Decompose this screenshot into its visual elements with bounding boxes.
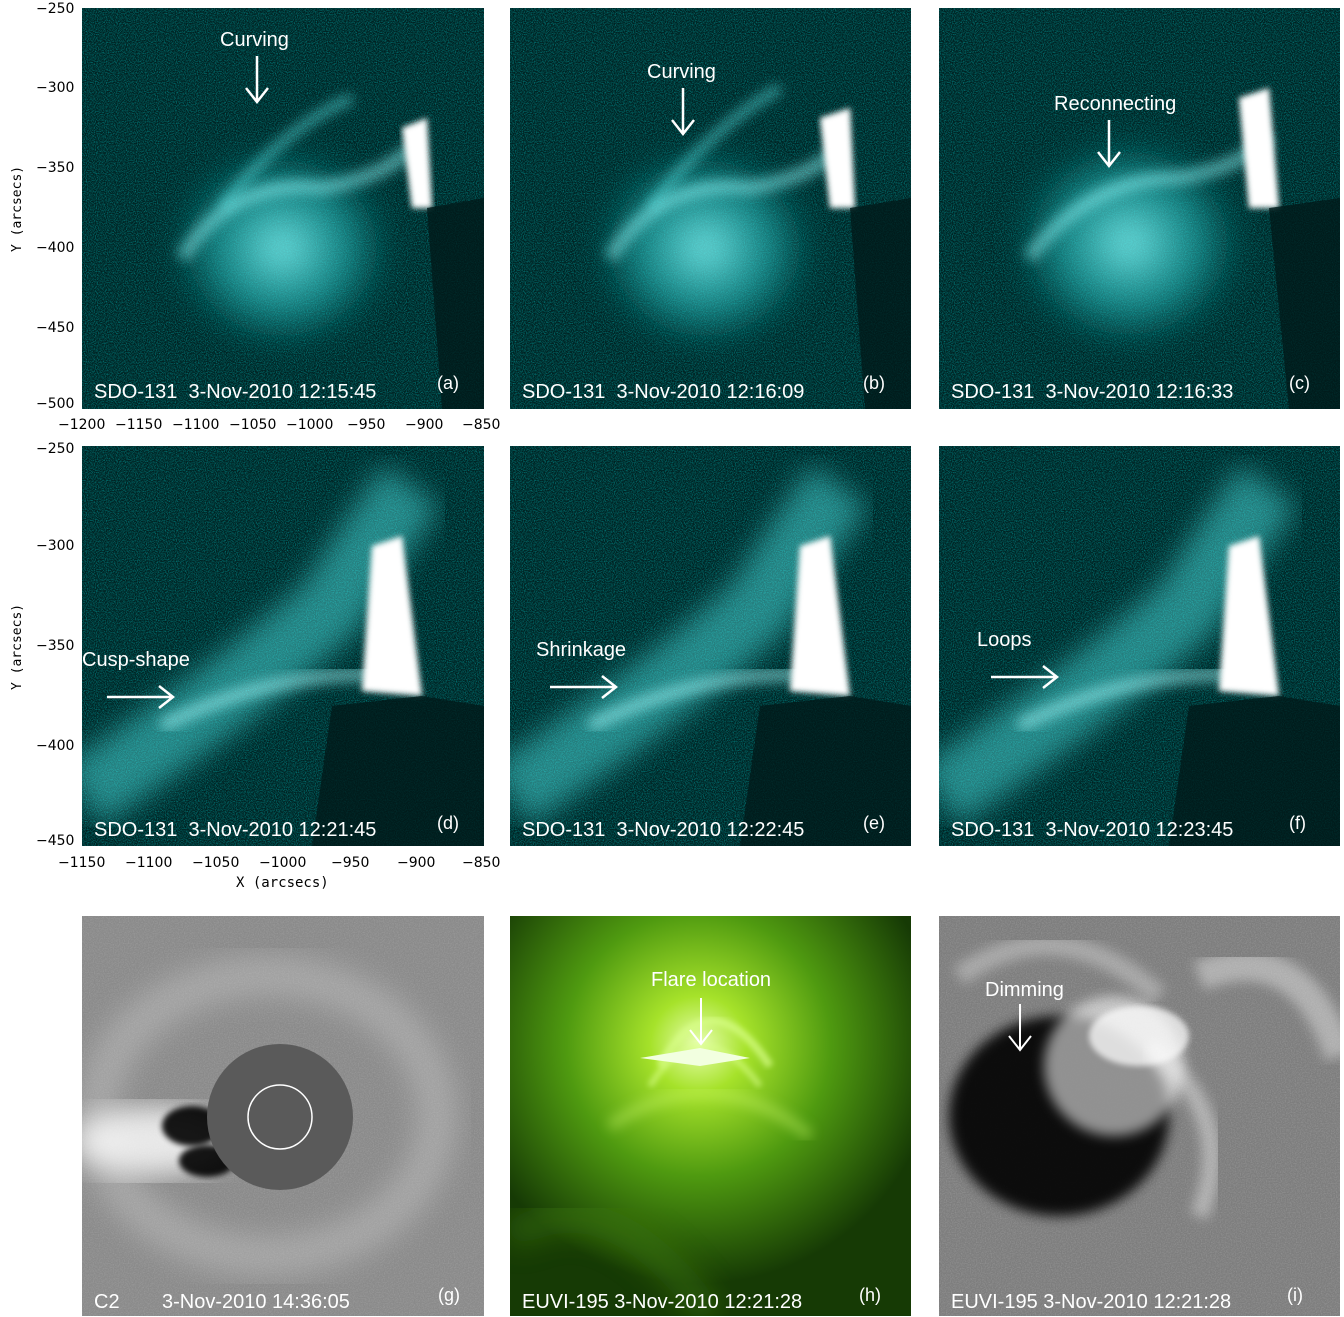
xtick-top-6: −950 bbox=[347, 417, 386, 433]
xtick-top-2: −1150 bbox=[115, 417, 163, 433]
aia-image-d bbox=[82, 446, 484, 846]
ytick-mid-4: −400 bbox=[36, 738, 75, 754]
caption-g: 3-Nov-2010 14:36:05 bbox=[162, 1291, 350, 1313]
aia-image-a bbox=[82, 8, 484, 409]
panel-b: Curving SDO-131 3-Nov-2010 12:16:09 (b) bbox=[510, 8, 911, 409]
ytick-top-2: −300 bbox=[36, 80, 75, 96]
caption-h: EUVI-195 3-Nov-2010 12:21:28 bbox=[522, 1291, 803, 1313]
xtick-top-1: −1200 bbox=[58, 417, 106, 433]
panel-a: Curving SDO-131 3-Nov-2010 12:15:45 (a) bbox=[82, 8, 484, 409]
xtick-top-3: −1100 bbox=[172, 417, 220, 433]
letter-d: (d) bbox=[437, 813, 459, 833]
panel-h: Flare location EUVI-195 3-Nov-2010 12:21… bbox=[510, 916, 911, 1316]
panel-f: Loops SDO-131 3-Nov-2010 12:23:45 (f) bbox=[939, 446, 1340, 846]
aia-image-f bbox=[939, 446, 1340, 846]
annotation-f: Loops bbox=[977, 629, 1032, 651]
annotation-i: Dimming bbox=[985, 979, 1064, 1001]
aia-image-b bbox=[510, 8, 911, 409]
xtick-mid-1: −1150 bbox=[58, 855, 106, 871]
letter-h: (h) bbox=[859, 1285, 881, 1305]
panel-c: Reconnecting SDO-131 3-Nov-2010 12:16:33… bbox=[939, 8, 1340, 409]
xtick-top-5: −1000 bbox=[286, 417, 334, 433]
ytick-mid-2: −300 bbox=[36, 538, 75, 554]
xtick-mid-7: −850 bbox=[462, 855, 501, 871]
arrow-down-b bbox=[671, 88, 695, 137]
euvi-195-image bbox=[510, 916, 911, 1316]
arrow-down-i bbox=[1008, 1004, 1032, 1052]
arrow-right-d bbox=[107, 685, 176, 709]
arrow-down-c bbox=[1097, 120, 1121, 169]
panel-i: Dimming EUVI-195 3-Nov-2010 12:21:28 (i) bbox=[939, 916, 1340, 1316]
letter-b: (b) bbox=[863, 373, 885, 393]
ytick-top-4: −400 bbox=[36, 240, 75, 256]
letter-i: (i) bbox=[1287, 1285, 1303, 1305]
euvi-195-difference-image bbox=[939, 916, 1340, 1316]
caption-d: SDO-131 3-Nov-2010 12:21:45 bbox=[94, 819, 377, 841]
letter-c: (c) bbox=[1289, 373, 1310, 393]
annotation-b: Curving bbox=[647, 61, 716, 83]
xtick-mid-2: −1100 bbox=[125, 855, 173, 871]
xtick-top-8: −850 bbox=[462, 417, 501, 433]
xtick-mid-5: −950 bbox=[331, 855, 370, 871]
caption-b: SDO-131 3-Nov-2010 12:16:09 bbox=[522, 381, 805, 403]
caption-g-instrument: C2 bbox=[94, 1291, 120, 1313]
letter-f: (f) bbox=[1289, 813, 1306, 833]
ytick-top-3: −350 bbox=[36, 160, 75, 176]
caption-c: SDO-131 3-Nov-2010 12:16:33 bbox=[951, 381, 1234, 403]
arrow-right-f bbox=[991, 665, 1060, 689]
x-axis-label-mid: X (arcsecs) bbox=[236, 875, 329, 891]
caption-e: SDO-131 3-Nov-2010 12:22:45 bbox=[522, 819, 805, 841]
panel-e: Shrinkage SDO-131 3-Nov-2010 12:22:45 (e… bbox=[510, 446, 911, 846]
annotation-e: Shrinkage bbox=[536, 639, 627, 661]
aia-image-e bbox=[510, 446, 911, 846]
panel-d: Cusp-shape SDO-131 3-Nov-2010 12:21:45 (… bbox=[82, 446, 484, 846]
xtick-top-7: −900 bbox=[405, 417, 444, 433]
letter-g: (g) bbox=[438, 1285, 460, 1305]
arrow-right-e bbox=[550, 675, 619, 699]
caption-i: EUVI-195 3-Nov-2010 12:21:28 bbox=[951, 1291, 1232, 1313]
arrow-down-a bbox=[245, 56, 269, 105]
caption-f: SDO-131 3-Nov-2010 12:23:45 bbox=[951, 819, 1234, 841]
ytick-mid-1: −250 bbox=[36, 441, 75, 457]
y-axis-label-top: Y (arcsecs) bbox=[10, 165, 25, 252]
aia-image-c bbox=[939, 8, 1340, 409]
panel-g: C2 3-Nov-2010 14:36:05 (g) bbox=[82, 916, 484, 1316]
annotation-h: Flare location bbox=[651, 969, 772, 991]
annotation-c: Reconnecting bbox=[1054, 93, 1177, 115]
ytick-top-6: −500 bbox=[36, 396, 75, 412]
ytick-top-5: −450 bbox=[36, 320, 75, 336]
arrow-down-h bbox=[689, 998, 713, 1046]
xtick-mid-4: −1000 bbox=[259, 855, 307, 871]
ytick-mid-3: −350 bbox=[36, 638, 75, 654]
xtick-mid-3: −1050 bbox=[192, 855, 240, 871]
xtick-mid-6: −900 bbox=[397, 855, 436, 871]
annotation-a: Curving bbox=[220, 29, 289, 51]
letter-a: (a) bbox=[437, 373, 459, 393]
letter-e: (e) bbox=[863, 813, 885, 833]
y-axis-label-mid: Y (arcsecs) bbox=[10, 603, 25, 690]
ytick-mid-5: −450 bbox=[36, 833, 75, 849]
annotation-d: Cusp-shape bbox=[82, 649, 190, 671]
lasco-c2-image bbox=[82, 916, 484, 1316]
ytick-top-1: −250 bbox=[36, 1, 75, 17]
caption-a: SDO-131 3-Nov-2010 12:15:45 bbox=[94, 381, 377, 403]
xtick-top-4: −1050 bbox=[229, 417, 277, 433]
